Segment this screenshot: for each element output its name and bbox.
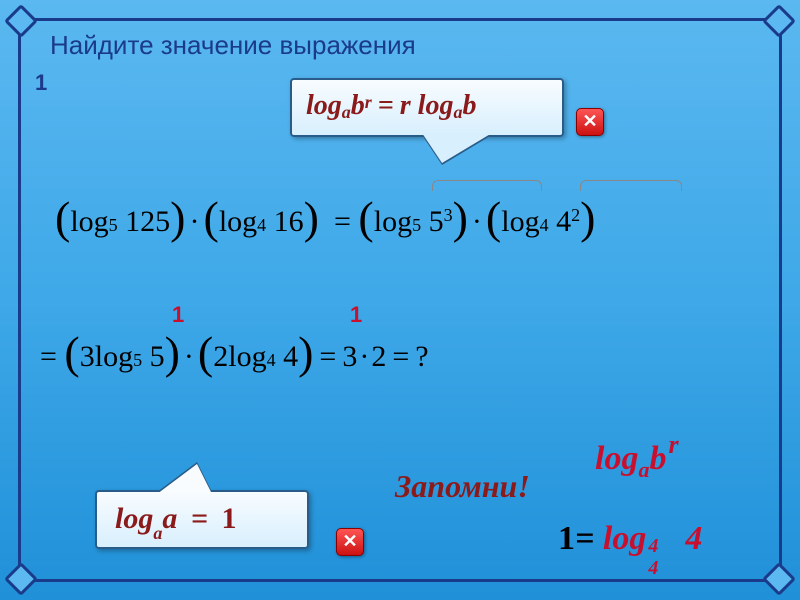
equation-line-1: ( log5 125 ) · ( log4 16 ) = ( log5 53 )… [55,195,595,248]
formula-one-eq-log: 1= log44 4 [558,520,702,558]
equation-line-2: = ( 3log5 5 ) · ( 2log4 4 ) = 3·2 = ? [40,330,429,383]
formula-log-self: logaa = 1 [97,492,307,550]
problem-number: 1 [35,70,47,96]
formula-callout-log-self: logaa = 1 [95,490,309,549]
annotation-one-b: 1 [350,302,362,328]
page-title: Найдите значение выражения [50,30,416,61]
formula-power-rule: logabr = r logab [292,80,562,132]
close-icon[interactable]: ✕ [336,528,364,556]
formula-callout-power-rule: logabr = r logab [290,78,564,137]
bracket-arc-2 [580,180,682,191]
close-icon[interactable]: ✕ [576,108,604,136]
formula-logabr: logabr [595,440,677,478]
bracket-arc-1 [432,180,542,191]
annotation-one-a: 1 [172,302,184,328]
remember-label: Запомни! [395,468,530,505]
